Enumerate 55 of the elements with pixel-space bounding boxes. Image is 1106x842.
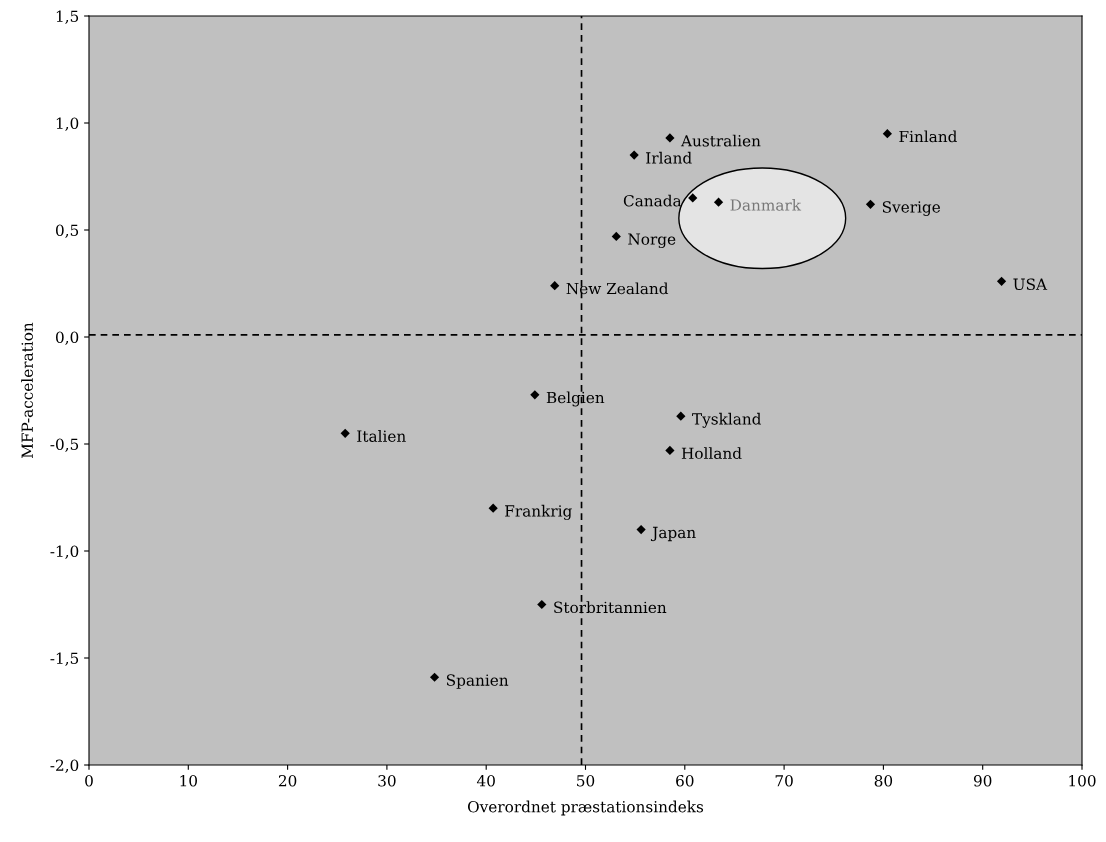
annotation: Tyskland bbox=[692, 412, 762, 428]
point bbox=[676, 411, 686, 421]
annotation: Italien bbox=[357, 430, 406, 442]
annotation: Finland bbox=[899, 130, 957, 143]
point bbox=[537, 599, 547, 610]
point bbox=[611, 231, 621, 242]
point bbox=[713, 197, 724, 207]
annotation: Sverige bbox=[882, 201, 940, 216]
annotation: Frankrig bbox=[505, 504, 572, 520]
x-tick-label: 70 bbox=[775, 774, 793, 787]
x-axis-title: Overordnet præstationsindeks bbox=[467, 800, 704, 816]
annotation: USA bbox=[1013, 278, 1048, 290]
point bbox=[996, 276, 1007, 286]
annotation: Norge bbox=[628, 233, 676, 248]
y-tick-label: 1,5 bbox=[56, 10, 79, 24]
y-tick-label: -1,5 bbox=[50, 652, 79, 666]
y-tick-label: -2,0 bbox=[50, 759, 79, 773]
y-tick-label: -0,5 bbox=[50, 438, 79, 452]
x-tick-label: 10 bbox=[180, 774, 198, 787]
x-tick-label: 50 bbox=[577, 774, 595, 787]
annotation: Japan bbox=[650, 526, 696, 542]
x-tick-label: 60 bbox=[676, 774, 694, 787]
x-tick-label: 30 bbox=[378, 774, 396, 787]
annotation: New Zealand bbox=[566, 282, 669, 295]
y-tick-label: 0,0 bbox=[55, 331, 79, 345]
x-tick-label: 0 bbox=[85, 774, 93, 787]
y-tick-label: 1,0 bbox=[56, 117, 79, 131]
y-axis-title: MFP-acceleration bbox=[21, 322, 33, 458]
annotation: Storbritannien bbox=[554, 601, 667, 614]
annotation: Canada bbox=[623, 194, 682, 207]
point bbox=[488, 503, 498, 513]
y-tick-label: -1,0 bbox=[50, 545, 79, 559]
x-tick-label: 80 bbox=[874, 774, 893, 787]
annotation: Australien bbox=[680, 134, 761, 147]
x-tick-label: 100 bbox=[1069, 774, 1096, 787]
point bbox=[636, 524, 646, 535]
point bbox=[429, 672, 440, 682]
annotation: Holland bbox=[681, 447, 742, 460]
point bbox=[550, 281, 560, 291]
point bbox=[665, 445, 675, 456]
annotation: Spanien bbox=[446, 674, 509, 689]
x-tick-label: 20 bbox=[278, 774, 297, 787]
point bbox=[882, 129, 892, 139]
annotation: Irland bbox=[646, 151, 692, 164]
annotation: Belgien bbox=[546, 391, 605, 407]
point bbox=[665, 133, 675, 143]
point bbox=[865, 199, 876, 209]
point bbox=[340, 428, 350, 438]
x-tick-label: 40 bbox=[476, 774, 495, 787]
annotation: Danmark bbox=[730, 198, 802, 211]
y-tick-label: 0,5 bbox=[55, 224, 79, 238]
point bbox=[530, 390, 540, 400]
point bbox=[688, 193, 698, 203]
point bbox=[629, 150, 639, 160]
x-tick-label: 90 bbox=[973, 774, 992, 787]
